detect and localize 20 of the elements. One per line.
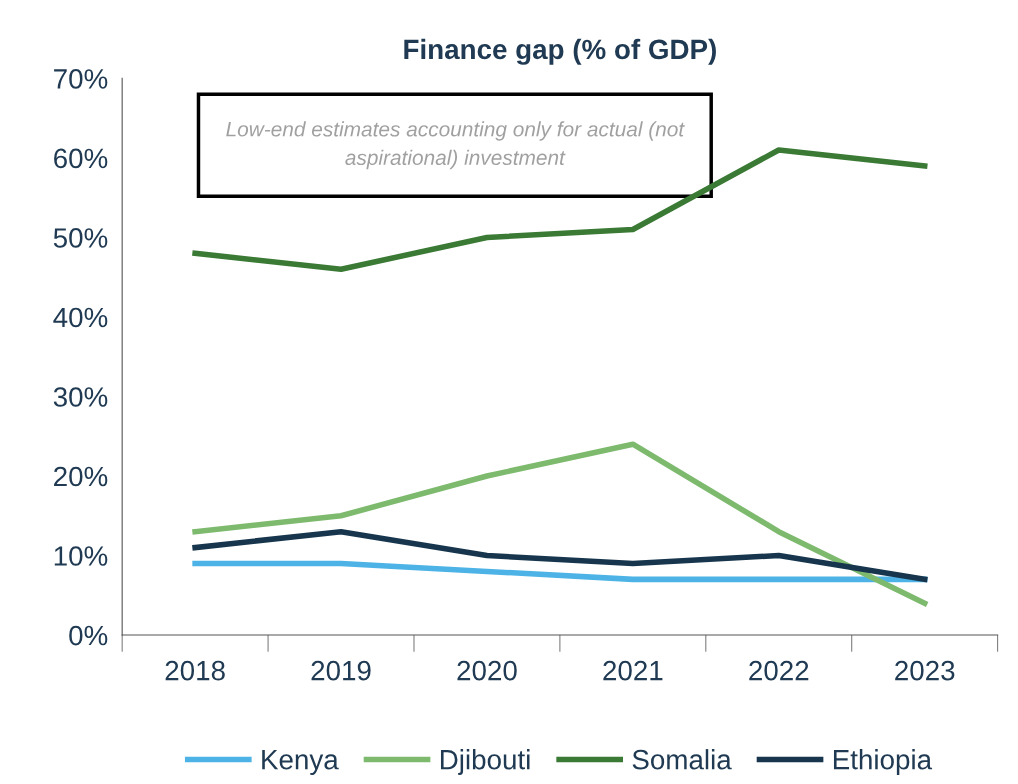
x-tick-label: 2023 — [895, 660, 955, 681]
chart-title: Finance gap (% of GDP) — [404, 38, 716, 65]
x-tick-label: 2020 — [457, 660, 517, 681]
y-tick-label: 70% — [54, 69, 108, 89]
y-tick-label: 30% — [53, 387, 108, 407]
x-tick-label: 2019 — [311, 660, 371, 681]
x-tick-label: 2018 — [165, 660, 225, 681]
y-tick-label: 50% — [53, 228, 108, 248]
legend-label: Kenya — [262, 750, 339, 775]
legend-label: Ethiopia — [833, 749, 933, 775]
y-tick-label: 0% — [69, 625, 108, 646]
x-tick-label: 2022 — [749, 660, 809, 681]
y-tick-label: 60% — [54, 148, 108, 169]
y-tick-label: 20% — [54, 466, 108, 487]
y-tick-label: 10% — [54, 546, 108, 566]
legend-label: Somalia — [632, 749, 732, 770]
annotation: Low-end estimates accounting only for actual (not aspirational) investment — [226, 121, 685, 170]
legend-label: Djibouti — [440, 749, 530, 775]
x-tick-label: 2021 — [603, 660, 663, 681]
y-tick-label: 40% — [53, 307, 108, 328]
